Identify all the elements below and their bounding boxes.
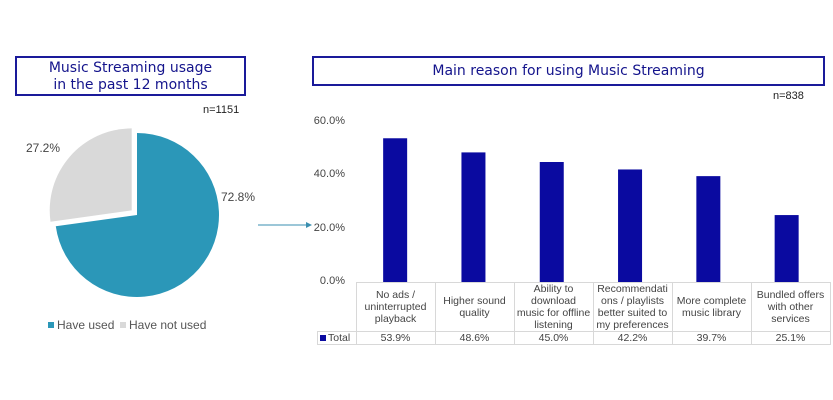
total-row: Total 53.9% 48.6% 45.0% 42.2% 39.7% 25.1% <box>317 331 831 345</box>
category-label-line: More complete <box>676 295 747 307</box>
category-label: Higher sound quality <box>434 282 515 332</box>
y-tick-label: 60.0% <box>313 115 345 128</box>
category-row: No ads / uninterrupted playback Higher soun… <box>318 282 831 332</box>
bar-4 <box>696 176 721 282</box>
category-label-line: Ability to <box>533 283 574 295</box>
pie-slice-have-not-used <box>49 128 132 222</box>
legend-label-0: Have used <box>57 318 115 332</box>
value-label: 39.7% <box>671 331 752 345</box>
category-label-line: services <box>771 313 810 325</box>
category-label-line: listening <box>534 319 573 331</box>
bar-title: Main reason for using Music Streaming <box>312 56 825 86</box>
y-tick-label: 0.0% <box>319 275 345 287</box>
category-label: No ads / uninterrupted playback <box>355 282 436 332</box>
category-label-line: download <box>531 295 576 307</box>
legend-swatch-1 <box>120 322 126 328</box>
category-label: Recommendati ons / playlists better suited… <box>592 282 673 332</box>
bar-3 <box>618 169 643 282</box>
bar-n-label: n=838 <box>773 90 804 102</box>
value-label: 45.0% <box>513 331 594 345</box>
data-table: No ads / uninterrupted playback Higher soun… <box>317 282 831 345</box>
category-label-line: music for offline <box>516 307 591 319</box>
category-label-line: with other <box>767 301 814 313</box>
series-legend: Total <box>317 331 357 345</box>
category-label: Bundled offers with other services <box>750 282 831 332</box>
bar-1 <box>461 152 486 282</box>
category-label-line: Higher sound <box>443 295 506 307</box>
pie-label-have-used: 72.8% <box>221 190 256 204</box>
pie-title: Music Streaming usage in the past 12 mon… <box>15 56 246 96</box>
category-label-line: better suited to <box>597 307 668 319</box>
category-label: More complete music library <box>671 282 752 332</box>
legend-swatch-0 <box>48 322 54 328</box>
category-label-line: ons / playlists <box>600 295 665 307</box>
value-label: 42.2% <box>592 331 673 345</box>
category-label-line: Bundled offers <box>756 289 825 301</box>
category-label: Ability to download music for offline liste… <box>513 282 594 332</box>
pie-slice-have-used <box>55 133 220 297</box>
series-swatch <box>320 335 326 341</box>
bar-2 <box>539 162 564 282</box>
arrow-head-icon <box>306 222 312 228</box>
empty-cell <box>318 283 357 332</box>
series-name: Total <box>328 332 351 344</box>
pie-n-label: n=1151 <box>203 104 240 116</box>
pie-title-line2: in the past 12 months <box>53 77 208 93</box>
pie-label-have-not-used: 27.2% <box>26 141 61 155</box>
category-label-line: uninterrupted <box>364 301 427 313</box>
category-label-line: No ads / <box>375 289 416 301</box>
category-label-line: Recommendati <box>597 283 668 295</box>
value-label: 53.9% <box>355 331 436 345</box>
pie-title-line1: Music Streaming usage <box>48 60 213 76</box>
y-tick-label: 40.0% <box>313 168 345 181</box>
value-label: 48.6% <box>434 331 515 345</box>
bar-0 <box>383 138 408 282</box>
bar-5 <box>774 215 799 282</box>
value-label: 25.1% <box>750 331 831 345</box>
category-label-line: my preferences <box>596 319 669 331</box>
category-label-line: music library <box>682 307 741 319</box>
legend-label-1: Have not used <box>129 318 207 332</box>
category-label-line: playback <box>374 313 417 325</box>
category-label-line: quality <box>459 307 490 319</box>
y-tick-label: 20.0% <box>313 221 345 234</box>
